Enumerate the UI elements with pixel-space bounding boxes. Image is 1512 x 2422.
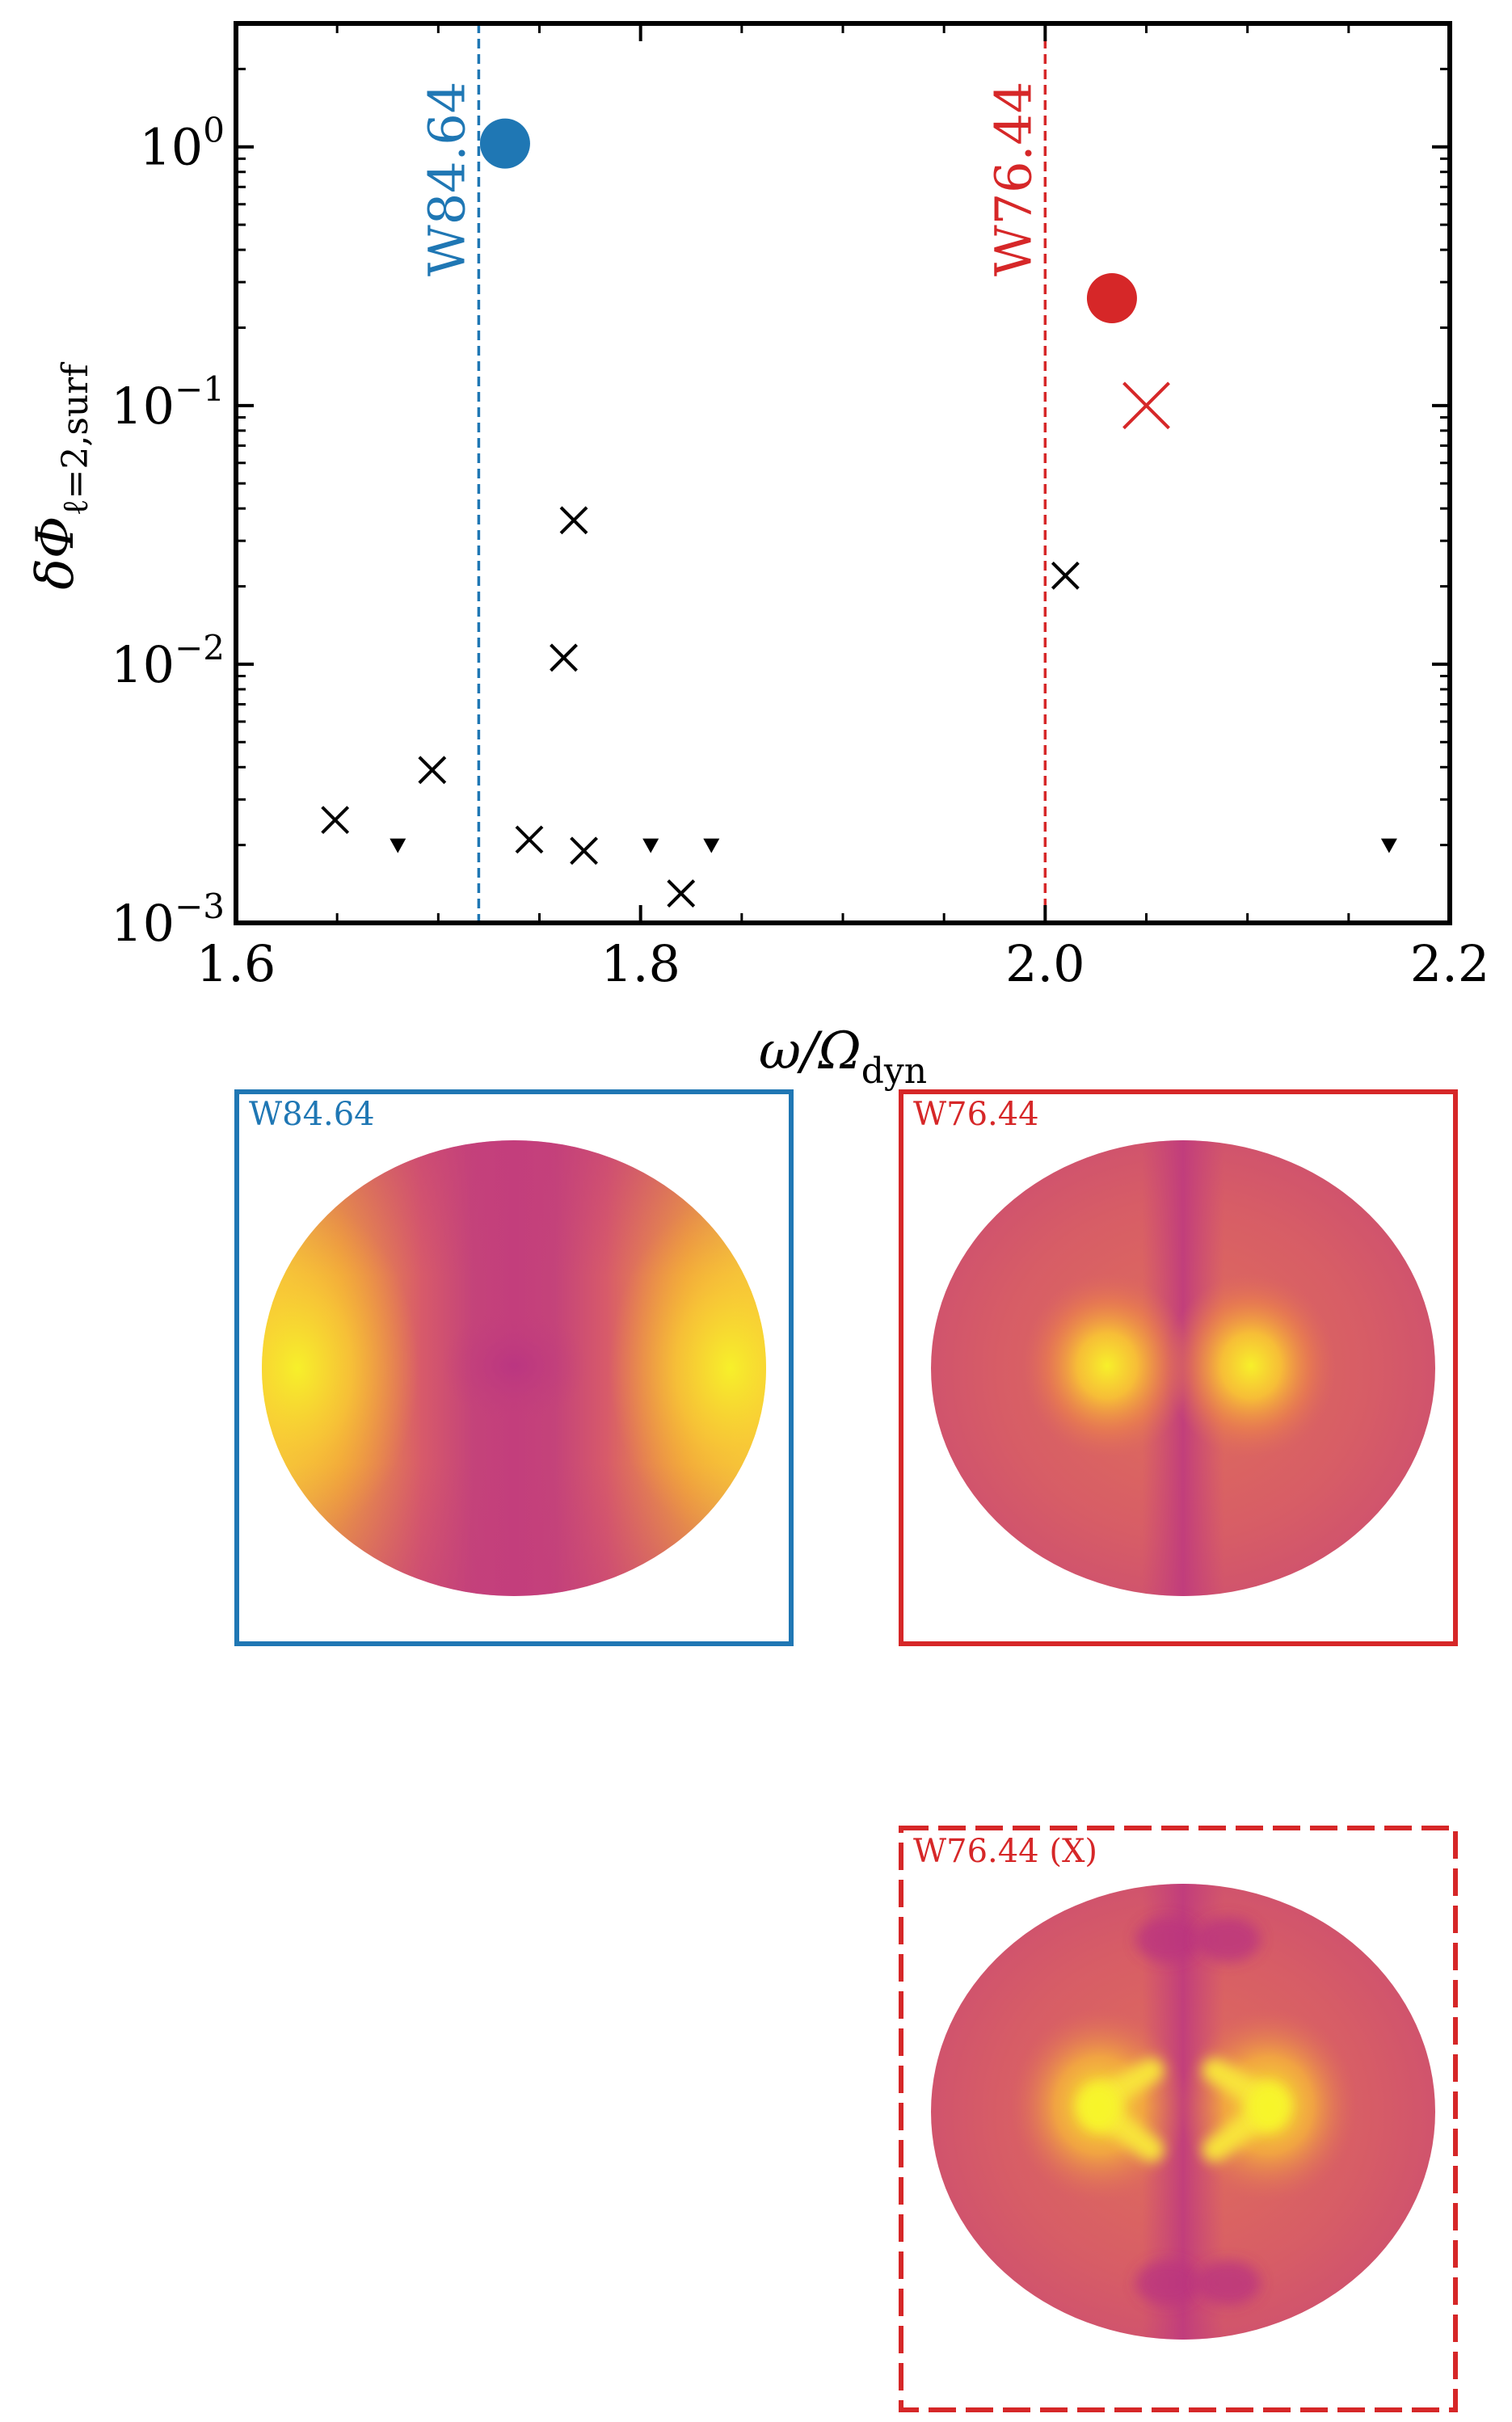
- data-point-x: [559, 506, 588, 535]
- x-tick-label: 2.0: [1005, 934, 1085, 993]
- mode-disk-image: [931, 1140, 1435, 1596]
- panel-frame: [234, 1089, 794, 1646]
- data-point-x: [570, 836, 598, 866]
- panel-label: W76.44 (X): [913, 1833, 1097, 1870]
- panel-frame: [899, 1826, 1458, 2412]
- panel-label: W84.64: [249, 1096, 375, 1133]
- reference-line-label: W84.64: [417, 82, 476, 276]
- data-point-upper-limit: [703, 838, 720, 853]
- plot-frame: [234, 21, 1452, 925]
- data-point-x: [1122, 381, 1170, 430]
- data-point-x: [515, 825, 544, 854]
- reference-lines: W84.64 W76.44: [417, 23, 1047, 923]
- y-tick-label: 10−2: [111, 628, 225, 694]
- mode-panel-w76-44: W76.44: [899, 1089, 1458, 1646]
- reference-line-label: W76.44: [983, 82, 1042, 276]
- highlight-point-circle: [479, 118, 530, 169]
- x-axis-label: ω/Ωdyn: [759, 1021, 927, 1092]
- data-point-x: [550, 643, 578, 672]
- mode-disk-image: [931, 1884, 1435, 2340]
- x-tick-label: 1.6: [196, 934, 276, 993]
- y-tick-label: 100: [139, 111, 225, 177]
- data-point-upper-limit: [642, 838, 659, 853]
- y-tick-label: 10−1: [111, 369, 225, 436]
- scatter-chart: W84.64 W76.44 1.6 1.8 2.0 2.2 10−310−210−110…: [26, 21, 1490, 1092]
- mode-disk-image: [262, 1140, 766, 1596]
- data-point-x: [418, 756, 447, 785]
- y-axis-label: δΦℓ=2,surf: [26, 362, 96, 590]
- data-point-x: [321, 806, 350, 835]
- data-point-x: [1051, 561, 1080, 590]
- highlight-point-circle: [1086, 272, 1137, 323]
- x-tick-labels: 1.6 1.8 2.0 2.2: [196, 934, 1490, 993]
- panel-frame: [899, 1089, 1458, 1646]
- y-tick-label: 10−3: [111, 887, 225, 953]
- data-point-x: [667, 879, 696, 908]
- data-points: [321, 118, 1397, 908]
- y-tick-labels: 10−3 10−2 10−1 100: [111, 111, 225, 953]
- data-point-upper-limit: [1380, 838, 1397, 853]
- x-tick-label: 2.2: [1410, 934, 1490, 993]
- mode-panel-w84-64: W84.64: [234, 1089, 794, 1646]
- panel-label: W76.44: [913, 1096, 1039, 1133]
- mode-panel-w76-44-x: W76.44 (X): [899, 1826, 1458, 2412]
- data-point-upper-limit: [390, 838, 406, 853]
- x-tick-label: 1.8: [600, 934, 680, 993]
